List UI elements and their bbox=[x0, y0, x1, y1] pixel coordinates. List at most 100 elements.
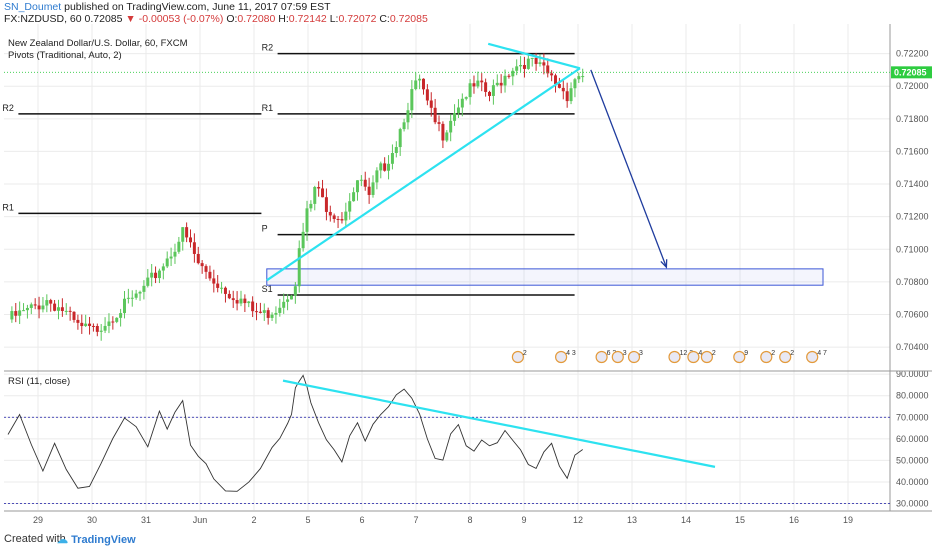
candle-body bbox=[472, 83, 476, 87]
candle-body bbox=[538, 62, 542, 64]
event-count-label: 2 bbox=[790, 350, 794, 357]
candle-body bbox=[286, 299, 290, 302]
candle-body bbox=[91, 325, 95, 327]
economic-event-icon bbox=[511, 350, 525, 364]
candle-body bbox=[355, 180, 359, 193]
low-value: 0.72072 bbox=[338, 13, 377, 25]
candle-body bbox=[208, 271, 212, 279]
candle-body bbox=[421, 78, 425, 90]
symbol-info: FX:NZDUSD, 60 0.72085 ▼ -0.00053 (-0.07%… bbox=[4, 13, 428, 25]
candle-body bbox=[181, 227, 185, 242]
economic-event-icon bbox=[611, 350, 624, 364]
high-value: 0.72142 bbox=[288, 13, 327, 25]
high-label: H: bbox=[278, 13, 289, 25]
pivots-indicator-label: Pivots (Traditional, Auto, 2) bbox=[8, 50, 122, 61]
rsi-y-tick-label: 50.0000 bbox=[896, 455, 929, 465]
x-tick-label: 14 bbox=[681, 515, 691, 525]
economic-event-icon bbox=[595, 350, 608, 364]
candle-body bbox=[150, 272, 154, 278]
x-tick-label: 2 bbox=[251, 515, 256, 525]
candle-body bbox=[293, 286, 297, 296]
x-tick-label: 13 bbox=[627, 515, 637, 525]
candle-body bbox=[196, 253, 200, 264]
candle-body bbox=[406, 110, 410, 123]
tradingview-logo[interactable]: ☁ TradingView bbox=[57, 533, 136, 546]
rsi-y-tick-label: 70.0000 bbox=[896, 412, 929, 422]
created-with-text: Created with bbox=[4, 533, 66, 545]
pivot-label: P bbox=[262, 224, 268, 234]
candle-body bbox=[507, 75, 511, 77]
candle-body bbox=[480, 80, 484, 83]
economic-event-icon bbox=[668, 350, 681, 364]
candle-body bbox=[476, 80, 480, 87]
candle-body bbox=[499, 82, 503, 86]
candle-body bbox=[565, 91, 569, 102]
candle-body bbox=[88, 323, 92, 326]
event-count-label: 3 bbox=[639, 350, 643, 357]
candle-body bbox=[488, 91, 492, 96]
candle-body bbox=[321, 188, 325, 198]
candle-body bbox=[282, 301, 286, 308]
last-price-text: 0.72085 bbox=[84, 13, 123, 25]
candle-body bbox=[441, 123, 445, 141]
candle-body bbox=[418, 78, 422, 81]
candle-body bbox=[557, 84, 561, 88]
low-label: L: bbox=[329, 13, 339, 25]
candle-body bbox=[165, 258, 169, 267]
candle-body bbox=[573, 79, 577, 89]
close-value: 0.72085 bbox=[389, 13, 428, 25]
candle-body bbox=[491, 85, 495, 96]
candle-body bbox=[76, 319, 80, 323]
price-trendline bbox=[487, 42, 581, 70]
candle-body bbox=[328, 211, 332, 216]
candle-body bbox=[10, 311, 14, 320]
x-tick-label: 9 bbox=[521, 515, 526, 525]
brand-name: TradingView bbox=[71, 534, 136, 546]
symbol-interval: FX:NZDUSD, 60 bbox=[4, 13, 82, 25]
support-zone-rectangle bbox=[266, 268, 824, 286]
pivot-label: R2 bbox=[2, 103, 14, 113]
rsi-pane-background bbox=[4, 372, 890, 510]
candle-body bbox=[363, 179, 367, 187]
event-count-label: 2 bbox=[771, 350, 775, 357]
candle-body bbox=[278, 307, 282, 313]
author-link[interactable]: SN_Doumet bbox=[4, 1, 62, 13]
candle-body bbox=[390, 153, 394, 164]
price-and-rsi-chart[interactable]: 29 30 31 Jun 2 5 6 7 8 9 12 13 14 15 16 190.722000.7200… bbox=[0, 0, 932, 528]
candle-body bbox=[161, 266, 165, 271]
candle-body bbox=[387, 163, 391, 171]
price-y-tick-label: 0.71400 bbox=[896, 179, 929, 189]
candle-body bbox=[60, 307, 64, 312]
x-tick-label: 12 bbox=[573, 515, 583, 525]
candle-body bbox=[18, 310, 22, 316]
pivot-label: R1 bbox=[262, 103, 274, 113]
candle-body bbox=[216, 283, 220, 288]
pivot-label: R1 bbox=[2, 202, 14, 212]
open-label: O: bbox=[226, 13, 238, 25]
candle-body bbox=[309, 203, 313, 209]
candle-body bbox=[200, 263, 204, 267]
open-value: 0.72080 bbox=[237, 13, 276, 25]
candle-body bbox=[577, 76, 581, 80]
candle-body bbox=[581, 76, 585, 78]
candle-body bbox=[484, 82, 488, 92]
economic-event-icon bbox=[700, 350, 714, 364]
candle-body bbox=[530, 57, 534, 59]
candle-body bbox=[332, 215, 336, 219]
candles-group bbox=[10, 53, 585, 341]
forecast-arrow-line bbox=[590, 69, 668, 268]
candle-body bbox=[177, 241, 181, 252]
candle-body bbox=[14, 311, 18, 316]
candle-body bbox=[189, 237, 193, 243]
x-tick-label: 6 bbox=[359, 515, 364, 525]
price-y-tick-label: 0.72000 bbox=[896, 81, 929, 91]
event-count-label: 2 bbox=[523, 350, 527, 357]
candle-body bbox=[266, 310, 270, 318]
candle-body bbox=[398, 129, 402, 148]
candle-body bbox=[425, 89, 429, 101]
candle-body bbox=[212, 278, 216, 284]
candle-body bbox=[359, 179, 363, 181]
candle-body bbox=[519, 65, 523, 67]
candle-body bbox=[429, 100, 433, 108]
price-chart-title: New Zealand Dollar/U.S. Dollar, 60, FXCM bbox=[8, 38, 188, 49]
